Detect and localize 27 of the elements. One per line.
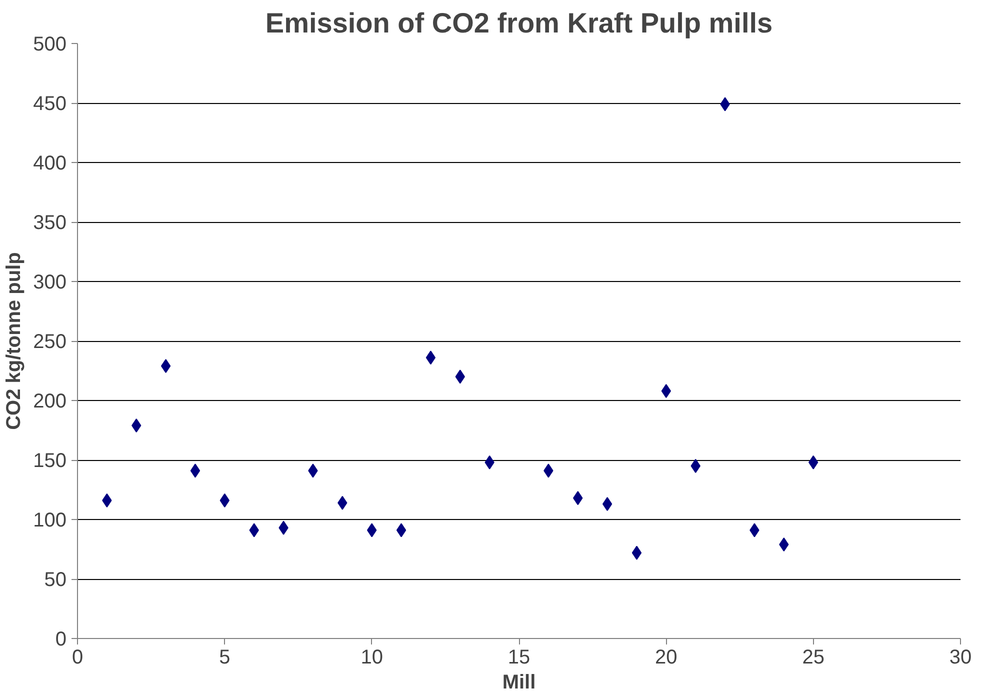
y-tick-label: 300 — [33, 272, 67, 294]
x-tick-label: 20 — [655, 646, 678, 668]
x-axis-title: Mill — [502, 672, 536, 694]
y-axis-title: CO2 kg/tonne pulp — [3, 252, 26, 430]
y-tick-label: 450 — [33, 93, 67, 115]
x-tick-label: 5 — [219, 646, 230, 668]
y-tick-label: 500 — [33, 34, 67, 56]
x-tick-label: 10 — [360, 646, 383, 668]
point — [396, 523, 406, 538]
y-tick-label: 250 — [33, 331, 67, 353]
y-tick-label: 100 — [33, 510, 67, 532]
x-tick-label: 25 — [802, 646, 824, 668]
y-tick-label: 200 — [33, 390, 67, 412]
y-tick-label: 50 — [44, 569, 67, 591]
point — [602, 497, 612, 512]
y-tick-label: 400 — [33, 152, 67, 174]
point — [190, 464, 200, 478]
point — [632, 546, 642, 560]
chart-title: Emission of CO2 from Kraft Pulp mills — [265, 8, 773, 38]
y-tick-label: 350 — [33, 212, 67, 234]
point — [160, 358, 171, 373]
point — [426, 350, 436, 365]
y-tick-label: 0 — [55, 628, 66, 650]
y-tick-label: 150 — [33, 450, 67, 472]
x-tick-label: 30 — [949, 646, 972, 668]
x-tick-label: 0 — [72, 646, 84, 668]
x-tick-label: 15 — [508, 646, 530, 668]
